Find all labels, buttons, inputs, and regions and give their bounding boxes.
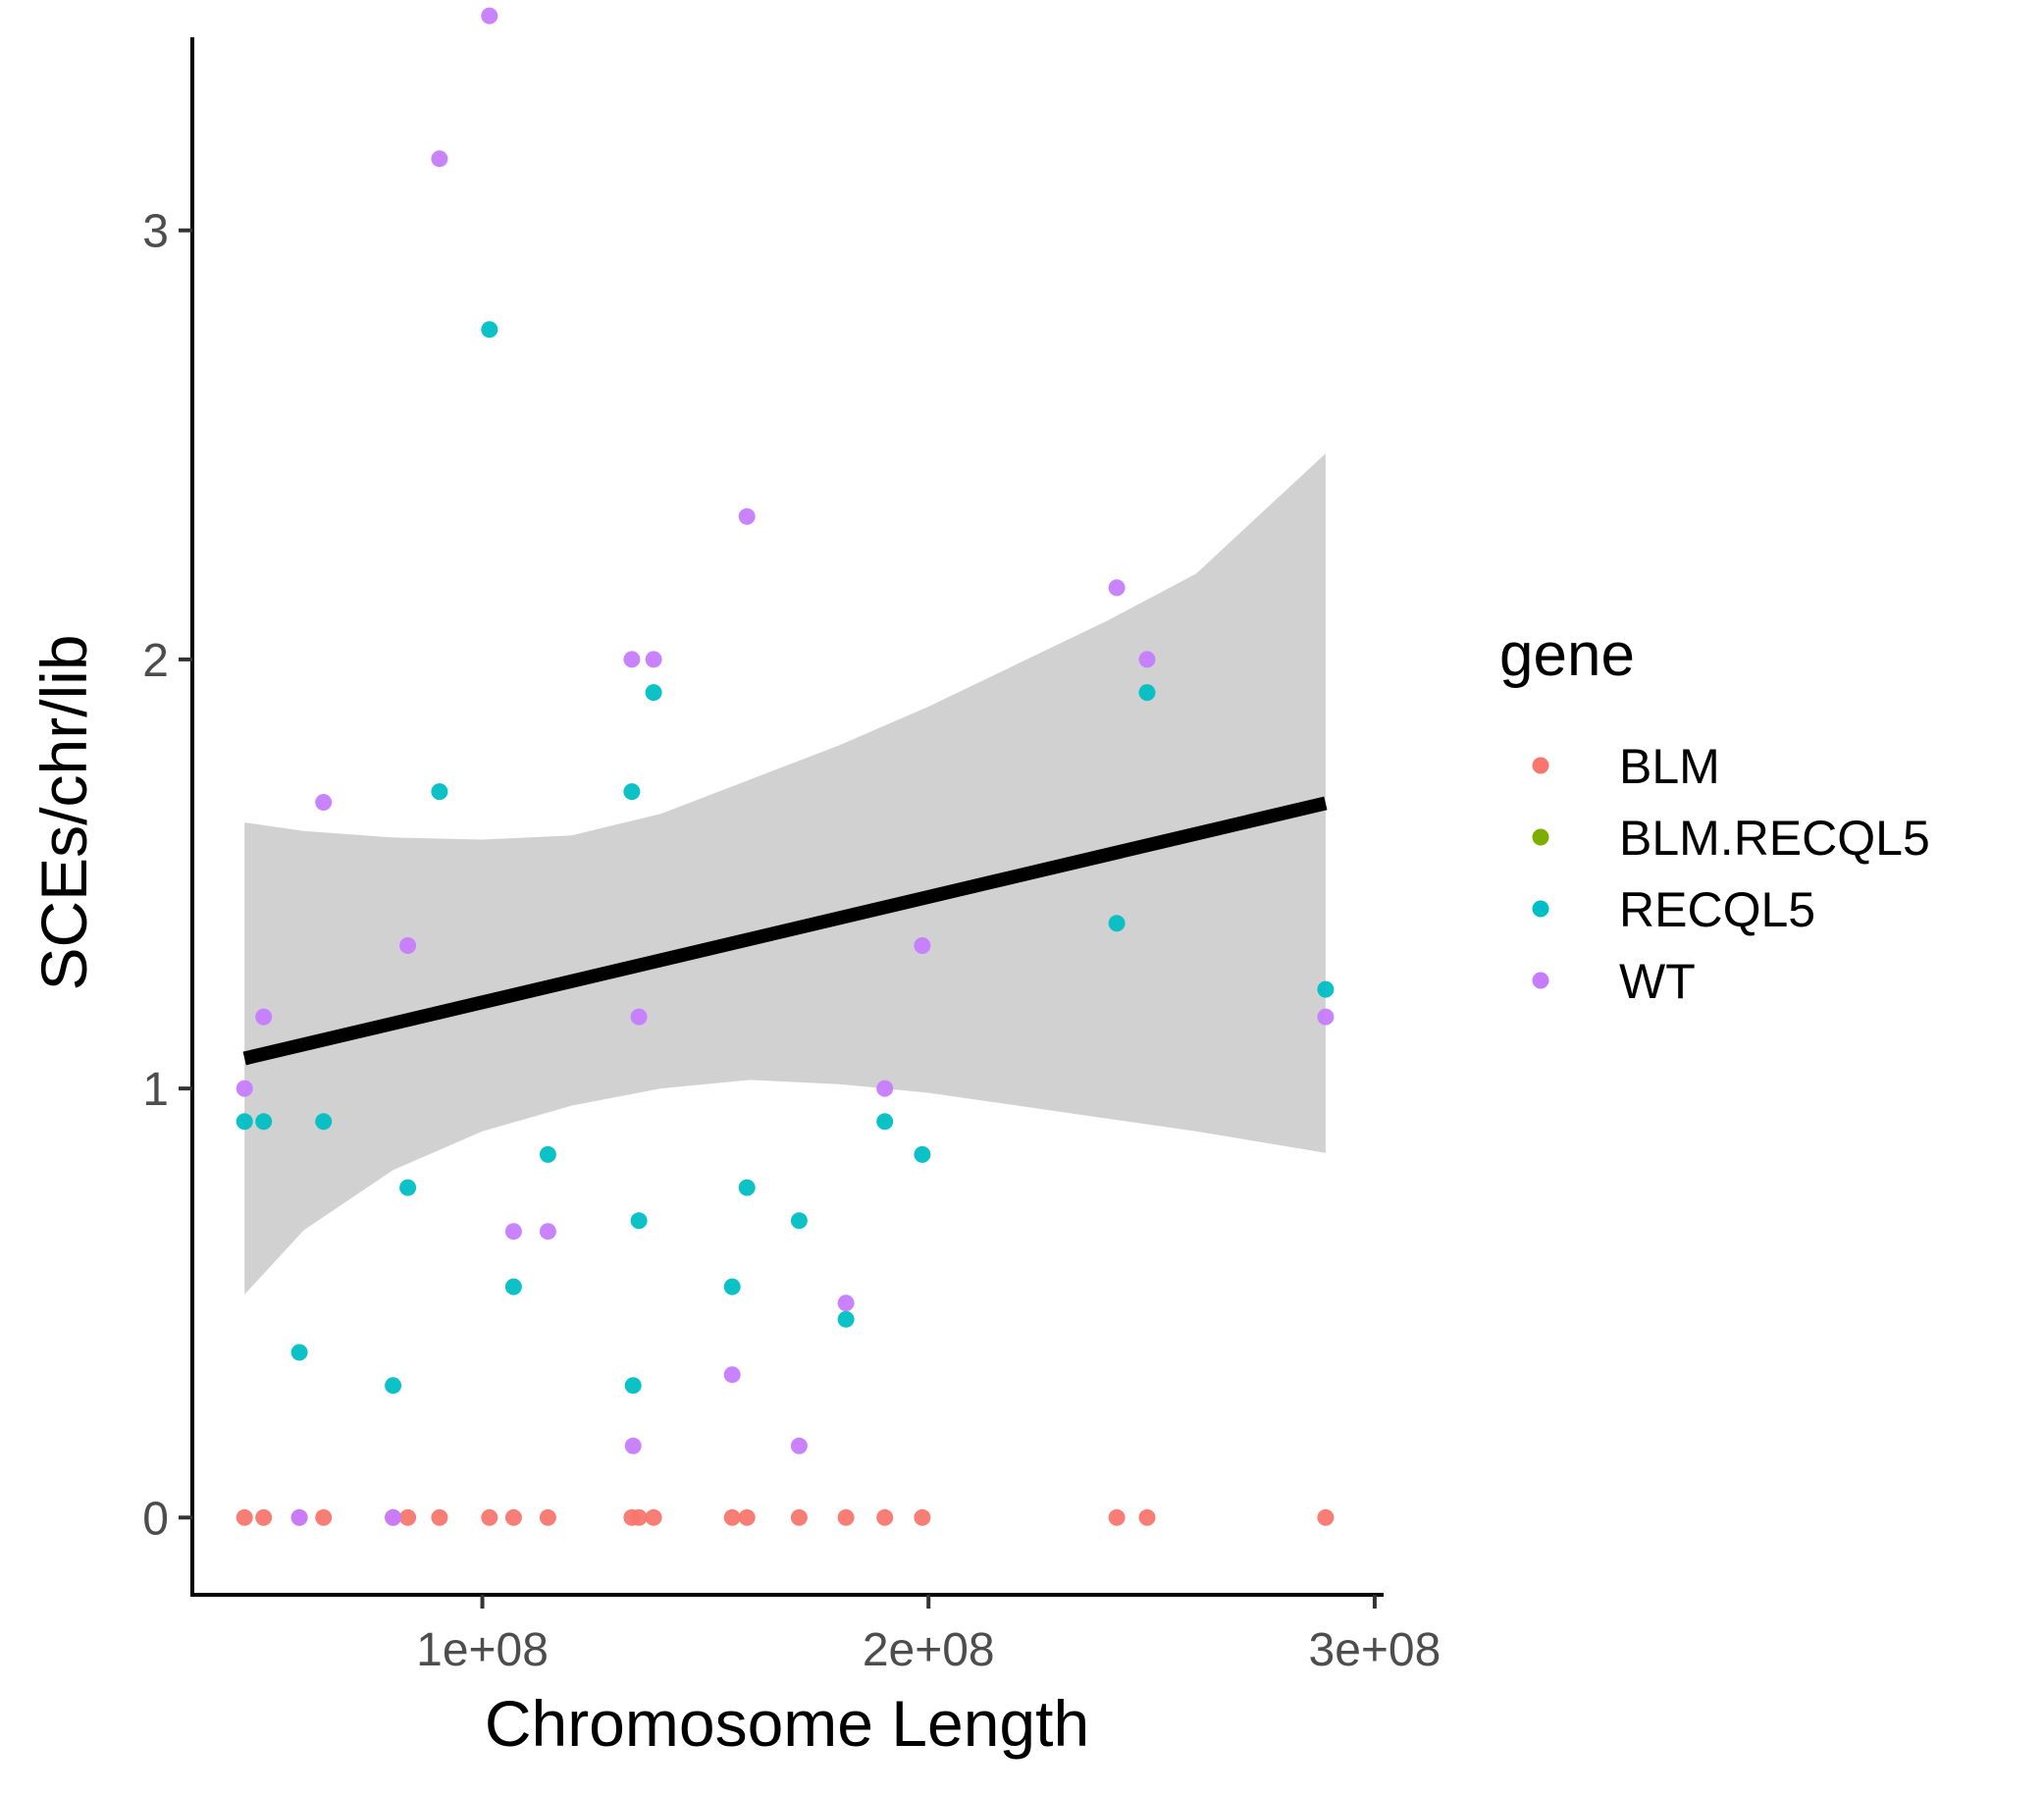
legend-label-blm-recql5: BLM.RECQL5 xyxy=(1619,811,1930,866)
data-point-wt xyxy=(624,1437,642,1454)
data-point-wt xyxy=(255,1008,273,1026)
x-tick-label: 1e+08 xyxy=(416,1624,549,1676)
data-point-recql5 xyxy=(399,1179,417,1196)
data-point-blm xyxy=(630,1508,648,1526)
data-point-recql5 xyxy=(623,783,641,801)
data-point-blm xyxy=(539,1508,556,1526)
data-point-blm xyxy=(431,1508,448,1526)
legend-key-blm-recql5 xyxy=(1532,828,1549,846)
data-point-recql5 xyxy=(914,1145,931,1163)
data-point-recql5 xyxy=(539,1145,556,1163)
confidence-band-layer xyxy=(244,453,1326,1295)
data-point-wt xyxy=(914,937,931,954)
data-point-wt xyxy=(645,651,662,668)
data-point-wt xyxy=(1317,1008,1335,1026)
data-point-wt xyxy=(1138,651,1156,668)
data-point-wt xyxy=(290,1508,308,1526)
data-point-blm xyxy=(399,1508,417,1526)
data-point-wt xyxy=(837,1294,855,1312)
data-point-recql5 xyxy=(1138,684,1156,702)
confidence-band xyxy=(244,453,1326,1295)
data-point-blm xyxy=(837,1508,855,1526)
data-point-wt xyxy=(236,1080,253,1097)
data-point-recql5 xyxy=(1108,915,1126,932)
data-point-wt xyxy=(630,1008,648,1026)
y-tick-label: 0 xyxy=(142,1493,169,1545)
legend-key-recql5 xyxy=(1532,900,1549,918)
data-point-recql5 xyxy=(624,1377,642,1395)
data-point-wt xyxy=(723,1366,741,1384)
data-point-recql5 xyxy=(504,1278,522,1295)
data-point-wt xyxy=(738,507,756,525)
data-point-recql5 xyxy=(876,1113,894,1131)
data-point-recql5 xyxy=(837,1310,855,1328)
y-tick-label: 2 xyxy=(142,635,169,687)
y-tick-label: 1 xyxy=(142,1064,169,1116)
trend-line-layer xyxy=(242,796,1328,1066)
data-point-blm xyxy=(1108,1508,1126,1526)
legend-key-blm xyxy=(1532,757,1549,774)
data-point-wt xyxy=(504,1223,522,1241)
x-tick-label: 3e+08 xyxy=(1309,1624,1441,1676)
data-point-recql5 xyxy=(236,1113,253,1131)
data-point-wt xyxy=(315,794,333,811)
legend-key-wt xyxy=(1532,972,1549,989)
data-point-recql5 xyxy=(481,321,498,339)
data-point-blm xyxy=(723,1508,741,1526)
data-point-recql5 xyxy=(630,1212,648,1230)
data-point-blm xyxy=(481,1508,498,1526)
data-point-wt xyxy=(385,1508,402,1526)
data-point-wt xyxy=(1108,579,1126,597)
data-point-recql5 xyxy=(315,1113,333,1131)
x-tick-label: 2e+08 xyxy=(863,1624,995,1676)
data-point-wt xyxy=(876,1080,894,1097)
data-point-recql5 xyxy=(790,1212,808,1230)
data-points-layer xyxy=(236,7,1335,1526)
data-point-blm xyxy=(1138,1508,1156,1526)
legend-label-blm: BLM xyxy=(1619,739,1720,794)
data-point-blm xyxy=(876,1508,894,1526)
data-point-recql5 xyxy=(255,1113,273,1131)
data-point-wt xyxy=(790,1437,808,1454)
data-point-recql5 xyxy=(431,783,448,801)
data-point-blm xyxy=(645,1508,662,1526)
data-point-recql5 xyxy=(723,1278,741,1295)
data-point-blm xyxy=(504,1508,522,1526)
legend: gene BLM BLM.RECQL5 RECQL5 WT xyxy=(1499,621,1930,1009)
legend-title: gene xyxy=(1499,621,1635,689)
data-point-blm xyxy=(236,1508,253,1526)
data-point-blm xyxy=(738,1508,756,1526)
axes-layer: 0 1 2 3 1e+08 2e+08 3e+08 xyxy=(142,37,1441,1676)
legend-label-recql5: RECQL5 xyxy=(1619,882,1815,937)
data-point-recql5 xyxy=(738,1179,756,1196)
x-axis-title: Chromosome Length xyxy=(485,1687,1089,1760)
data-point-wt xyxy=(399,937,417,954)
data-point-blm xyxy=(1317,1508,1335,1526)
data-point-blm xyxy=(914,1508,931,1526)
data-point-recql5 xyxy=(645,684,662,702)
data-point-wt xyxy=(623,651,641,668)
trend-line xyxy=(242,796,1328,1066)
data-point-recql5 xyxy=(385,1377,402,1395)
data-point-recql5 xyxy=(1317,980,1335,998)
y-tick-label: 3 xyxy=(142,206,169,258)
data-point-blm xyxy=(255,1508,273,1526)
y-axis-title: SCEs/chr/lib xyxy=(27,634,100,990)
data-point-wt xyxy=(431,150,448,168)
data-point-recql5 xyxy=(290,1344,308,1361)
data-point-wt xyxy=(481,7,498,25)
legend-label-wt: WT xyxy=(1619,954,1696,1009)
data-point-blm xyxy=(790,1508,808,1526)
data-point-blm xyxy=(315,1508,333,1526)
data-point-wt xyxy=(539,1223,556,1241)
